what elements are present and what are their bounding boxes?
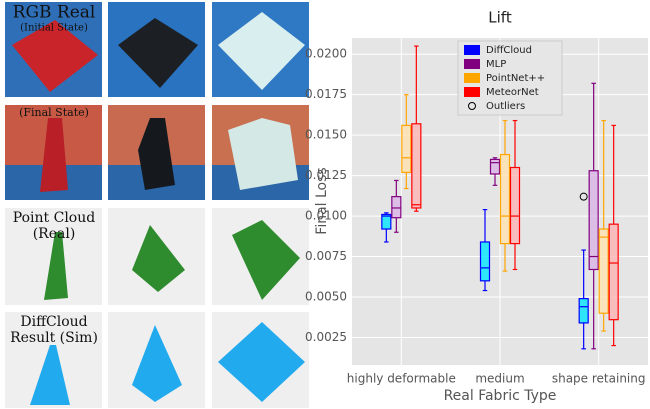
legend-swatch (464, 59, 480, 69)
box (588, 170, 599, 271)
legend-outlier (468, 102, 476, 110)
box (381, 213, 392, 230)
y-tick-label: 0.0150 (305, 128, 347, 142)
legend-swatch (464, 73, 480, 83)
y-tick-label: 0.0050 (305, 290, 347, 304)
box (499, 153, 511, 245)
row-label: (Initial State) (20, 23, 88, 34)
y-tick-label: 0.0175 (305, 87, 347, 101)
box (509, 166, 521, 245)
row-label: Result (Sim) (10, 330, 98, 346)
y-tick-label: 0.0200 (305, 47, 347, 61)
y-axis-label: Final Loss (314, 167, 330, 234)
row-label: DiffCloud (20, 314, 87, 330)
legend-label: PointNet++ (486, 73, 545, 84)
box (391, 196, 402, 219)
cloth (40, 118, 68, 192)
y-tick-label: 0.0100 (305, 209, 347, 223)
point-cloud (132, 225, 185, 292)
box (608, 223, 619, 321)
y-tick-label: 0.0075 (305, 249, 347, 263)
row-label: (Real) (33, 226, 76, 242)
point-cloud (232, 220, 300, 300)
legend-label: Outliers (486, 101, 525, 112)
cloth (12, 20, 98, 92)
legend-label: MeteorNet (486, 87, 539, 98)
y-tick-label: 0.0025 (305, 330, 347, 344)
box (578, 298, 589, 324)
row-label: Point Cloud (13, 210, 95, 226)
x-tick-label: medium (475, 372, 524, 386)
box (489, 158, 501, 175)
cloth (228, 118, 298, 190)
legend-label: DiffCloud (486, 45, 532, 56)
box (401, 124, 412, 173)
cloth (218, 12, 305, 90)
box (479, 241, 491, 282)
x-tick-label: highly deformable (347, 372, 456, 386)
y-tick-label: 0.0125 (305, 168, 347, 182)
x-tick-label: shape retaining (552, 372, 646, 386)
cloth (138, 118, 175, 190)
sim-cloud (132, 325, 182, 402)
chart-title: Lift (488, 9, 512, 27)
sim-cloud (218, 322, 305, 402)
outlier (579, 192, 588, 201)
legend-swatch (464, 87, 480, 97)
box (598, 228, 609, 314)
cloth (118, 18, 198, 88)
x-axis-label: Real Fabric Type (444, 388, 557, 404)
sim-cloud (30, 345, 70, 405)
legend-swatch (464, 45, 480, 55)
row-label: (Final State) (19, 106, 89, 119)
point-cloud (44, 232, 68, 300)
photo-grid (5, 2, 309, 408)
row-label: RGB Real (13, 3, 96, 23)
legend-label: MLP (486, 59, 506, 70)
box (411, 123, 422, 209)
